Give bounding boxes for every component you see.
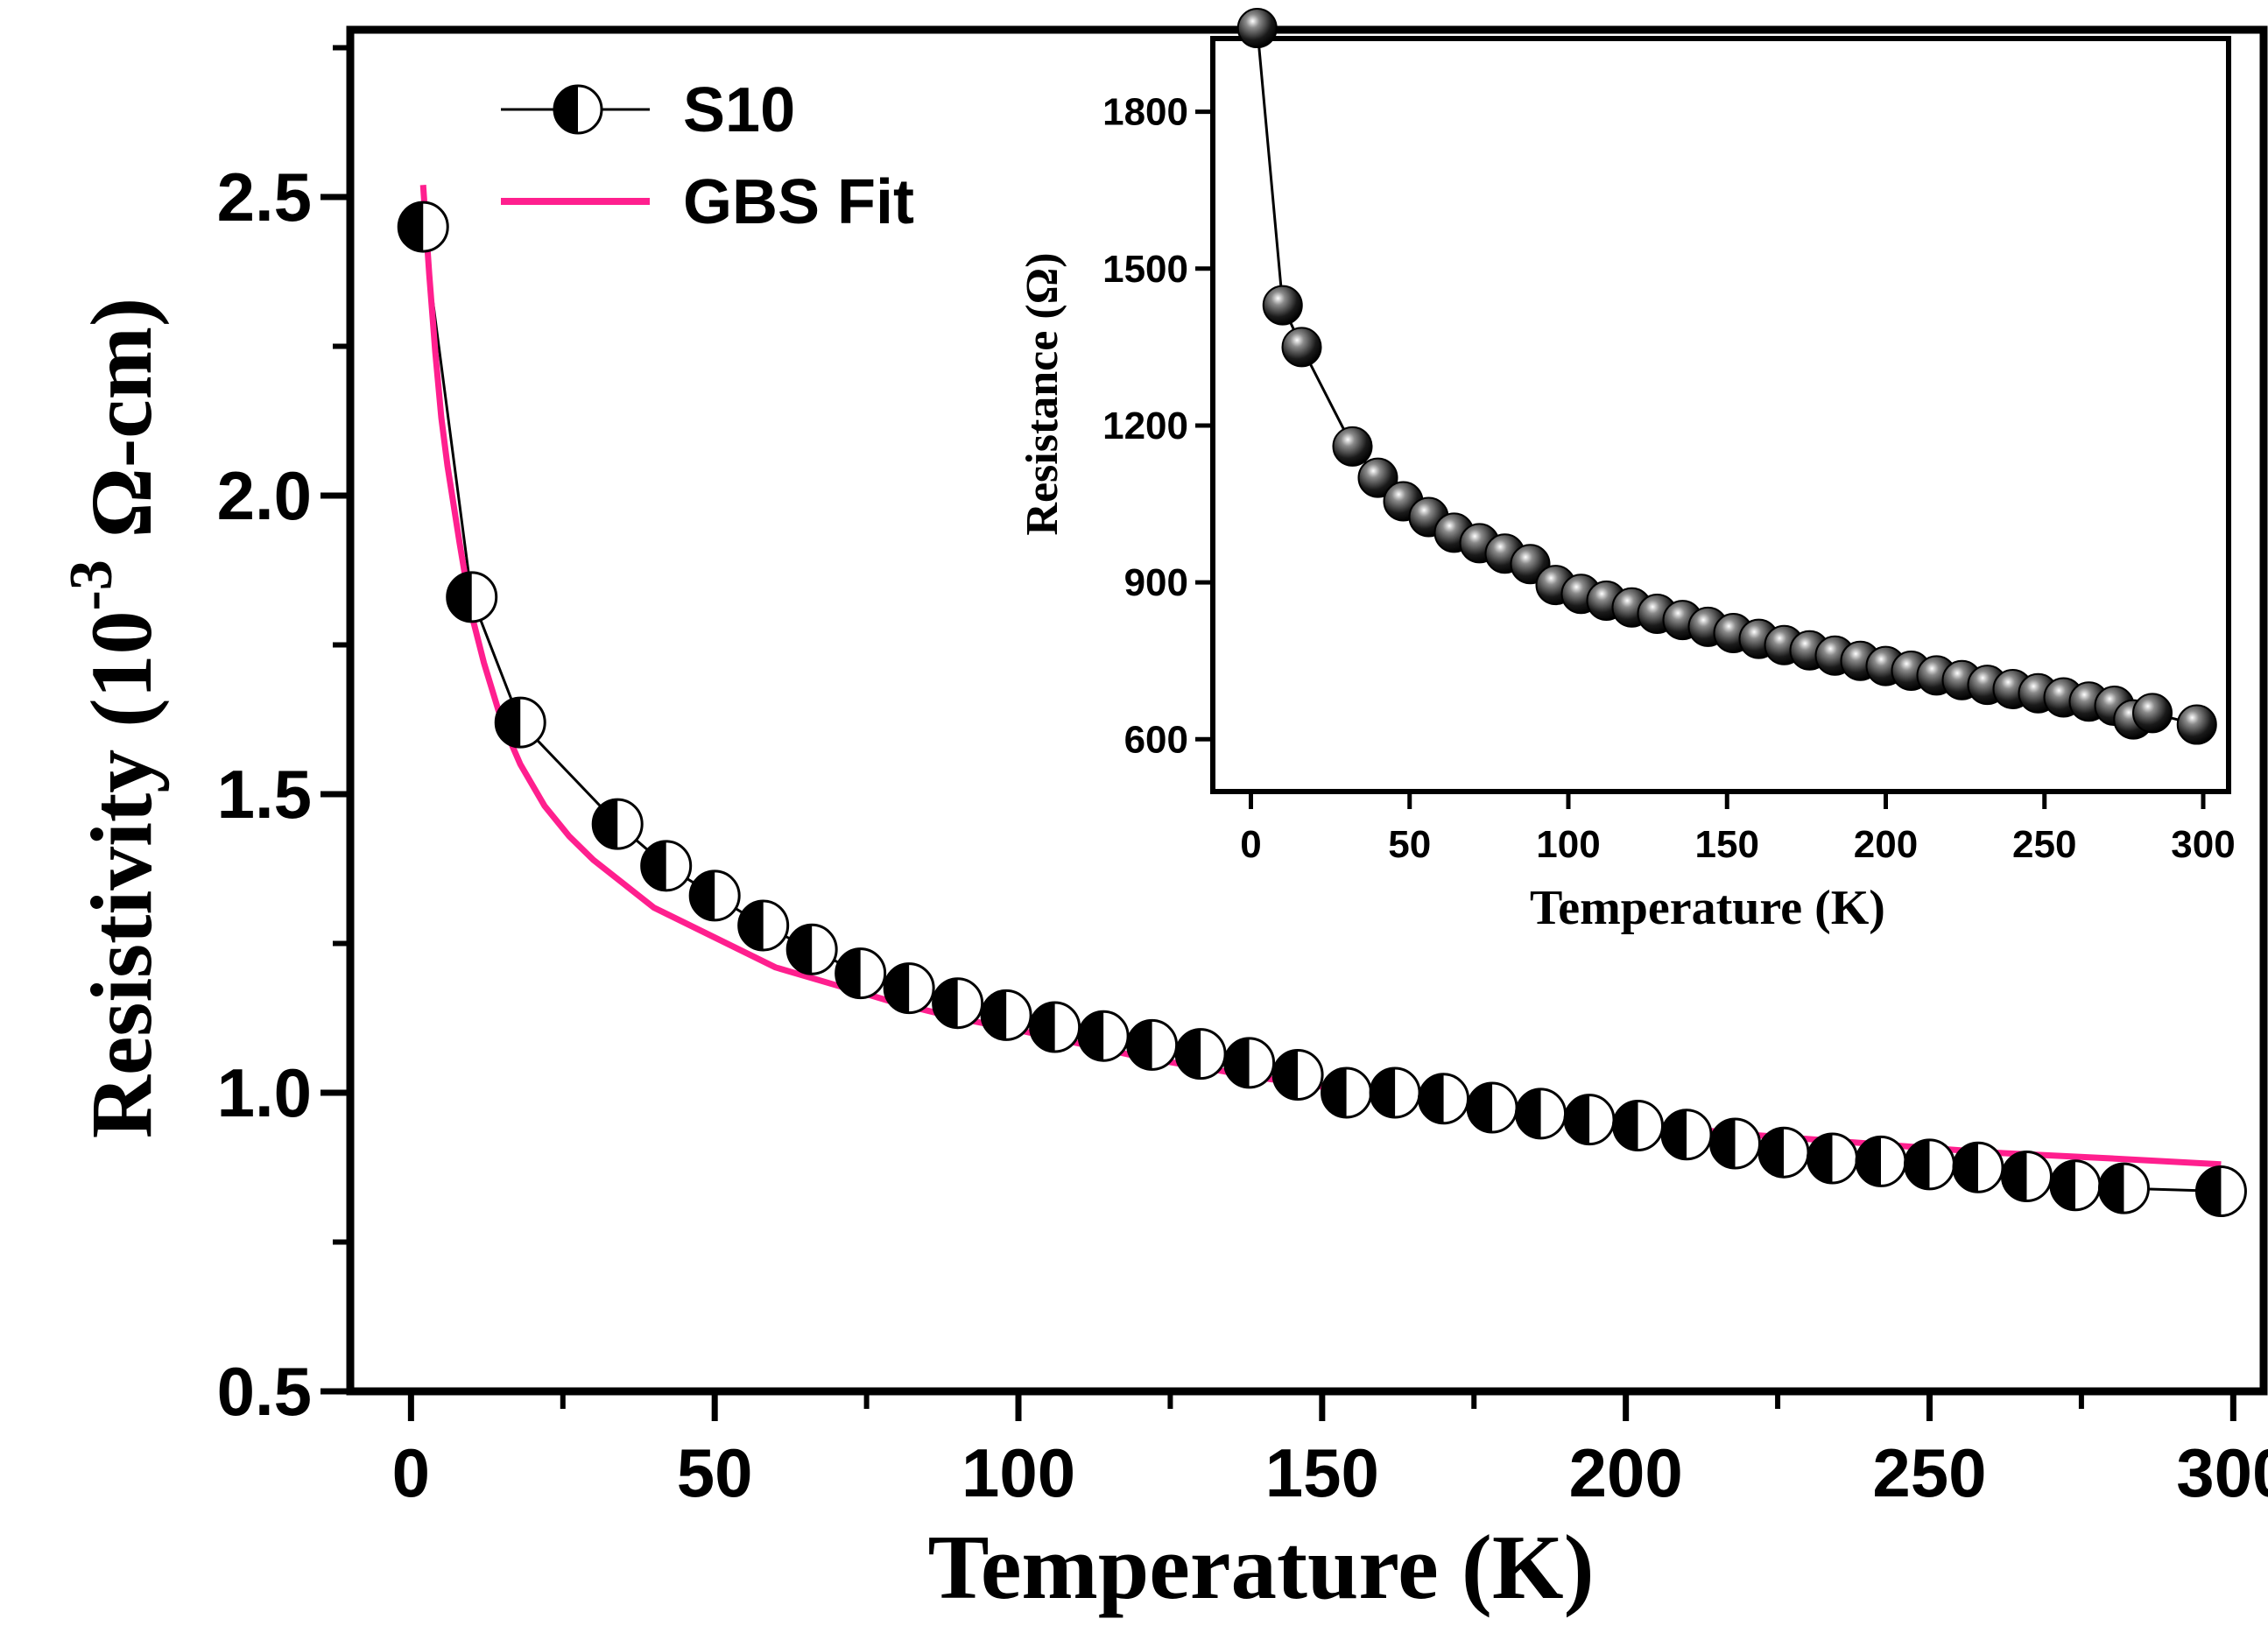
s10-point <box>932 977 984 1030</box>
y-axis-label-prefix: Resistivity (10 <box>73 611 170 1139</box>
inset-background <box>1213 39 2229 792</box>
legend: S10 GBS Fit <box>501 75 914 237</box>
s10-point <box>1321 1066 1373 1119</box>
inset-plot: 0 50 100 150 200 250 300 600 900 1200 1500 1800 Tem… <box>1018 8 2236 935</box>
s10-point <box>1369 1066 1421 1119</box>
main-y-tick-label: 2.0 <box>217 457 312 534</box>
inset-point <box>2132 693 2173 734</box>
main-y-tick-label: 0.5 <box>217 1353 312 1430</box>
inset-y-tick-label: 1200 <box>1102 405 1188 447</box>
inset-ticks <box>1195 109 2206 809</box>
s10-point <box>1077 1010 1130 1062</box>
inset-x-tick-label: 0 <box>1240 823 1261 866</box>
main-x-tick-label: 300 <box>2176 1434 2268 1511</box>
s10-point <box>980 989 1032 1041</box>
inset-y-tick-label: 900 <box>1124 561 1188 604</box>
s10-point <box>494 696 546 749</box>
inset-tick-labels: 0 50 100 150 200 250 300 600 900 1200 1500 1800 <box>1102 91 2236 866</box>
main-plot-frame <box>346 25 2268 1396</box>
s10-point <box>1709 1117 1762 1170</box>
y-axis-label-exponent: -3 <box>58 560 125 610</box>
s10-point <box>1807 1132 1859 1185</box>
s10-point <box>1563 1094 1616 1146</box>
s10-point <box>397 201 449 253</box>
inset-y-tick-label: 1500 <box>1102 248 1188 291</box>
s10-point <box>1952 1141 2004 1193</box>
inset-series <box>1236 8 2217 745</box>
inset-x-tick-label: 200 <box>1854 823 1918 866</box>
s10-point <box>688 869 741 922</box>
inset-x-axis-label: Temperature (K) <box>1530 881 1885 935</box>
main-y-tick-label: 1.0 <box>217 1054 312 1131</box>
inset-point <box>1332 426 1373 467</box>
inset-point <box>1262 285 1303 326</box>
s10-point <box>1418 1073 1470 1125</box>
s10-point <box>1855 1135 1907 1187</box>
legend-s10-marker <box>553 84 603 135</box>
inset-x-tick-label: 100 <box>1536 823 1600 866</box>
main-x-axis-label: Temperature (K) <box>927 1516 1594 1618</box>
inset-y-axis-label: Resistance (Ω) <box>1018 252 1067 535</box>
s10-point <box>2000 1150 2053 1202</box>
legend-s10-label: S10 <box>683 75 795 145</box>
s10-point <box>1174 1028 1227 1080</box>
inset-y-tick-label: 1800 <box>1102 91 1188 134</box>
s10-point <box>1612 1100 1665 1152</box>
legend-gbs-label: GBS Fit <box>683 167 914 237</box>
s10-point <box>1271 1049 1324 1102</box>
main-x-tick-label: 100 <box>961 1434 1075 1511</box>
inset-point <box>2176 704 2217 745</box>
main-series <box>397 185 2247 1218</box>
inset-plot-frame <box>1210 36 2231 794</box>
inset-point <box>1236 8 1278 49</box>
s10-point <box>835 947 887 1000</box>
inset-point <box>1281 327 1322 368</box>
main-x-tick-label: 50 <box>677 1434 753 1511</box>
s10-point <box>1757 1126 1810 1179</box>
inset-point <box>1357 457 1398 498</box>
main-x-tick-label: 150 <box>1265 1434 1379 1511</box>
inset-x-tick-label: 50 <box>1388 823 1431 866</box>
s10-point <box>1466 1081 1518 1134</box>
s10-point <box>2097 1162 2150 1214</box>
s10-point <box>640 840 693 892</box>
main-tick-labels: 0 50 100 150 200 250 300 0.5 1.0 1.5 2.0 2.5 <box>217 158 2268 1511</box>
main-ticks <box>320 45 2236 1421</box>
s10-point <box>1126 1018 1179 1071</box>
s10-point <box>883 962 935 1015</box>
s10-point <box>1660 1109 1713 1161</box>
s10-point <box>1029 1001 1081 1053</box>
s10-point <box>2194 1165 2247 1218</box>
main-y-axis-label: Resistivity (10-3 Ω-cm) <box>58 298 170 1138</box>
s10-point <box>737 899 790 952</box>
main-y-tick-label: 1.5 <box>217 756 312 833</box>
main-x-tick-label: 250 <box>1872 1434 1986 1511</box>
s10-point <box>2049 1159 2102 1212</box>
main-y-tick-label: 2.5 <box>217 158 312 236</box>
s10-point <box>1515 1087 1567 1140</box>
main-x-tick-label: 200 <box>1569 1434 1683 1511</box>
s10-point <box>1903 1138 1955 1191</box>
inset-x-tick-label: 300 <box>2171 823 2235 866</box>
s10-point <box>446 571 498 623</box>
main-x-tick-label: 0 <box>392 1434 430 1511</box>
y-axis-label-suffix: Ω-cm) <box>73 298 170 560</box>
s10-point <box>591 798 644 850</box>
s10-point <box>785 923 838 975</box>
inset-x-tick-label: 250 <box>2012 823 2076 866</box>
main-plot: 0 50 100 150 200 250 300 0.5 1.0 1.5 2.0 2.5 Temper… <box>58 25 2268 1618</box>
s10-point <box>1223 1037 1276 1089</box>
inset-x-tick-label: 150 <box>1695 823 1759 866</box>
inset-y-tick-label: 600 <box>1124 718 1188 761</box>
